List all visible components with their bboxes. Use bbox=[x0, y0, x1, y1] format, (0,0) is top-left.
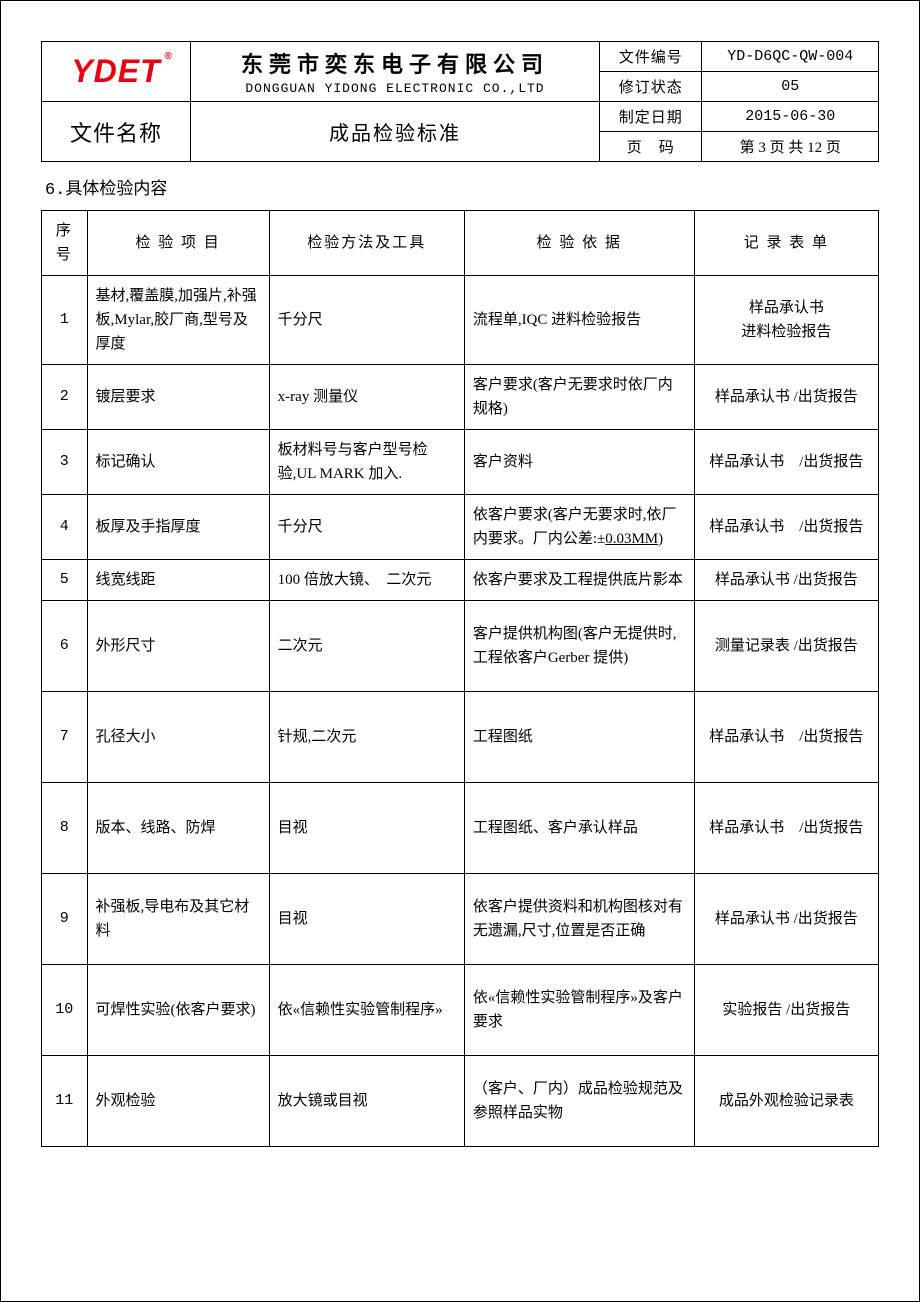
table-row: 1基材,覆盖膜,加强片,补强板,Mylar,胶厂商,型号及厚度千分尺流程单,IQ… bbox=[42, 276, 879, 365]
date-label: 制定日期 bbox=[599, 102, 702, 132]
tolerance-value: 0.03MM bbox=[605, 531, 658, 547]
cell-record: 样品承认书 /出货报告 bbox=[694, 874, 878, 965]
cell-basis: 流程单,IQC 进料检验报告 bbox=[464, 276, 694, 365]
cell-no: 7 bbox=[42, 692, 88, 783]
header-method: 检验方法及工具 bbox=[269, 211, 464, 276]
rev-value: 05 bbox=[702, 72, 879, 102]
table-row: 9补强板,导电布及其它材料目视依客户提供资料和机构图核对有无遗漏,尺寸,位置是否… bbox=[42, 874, 879, 965]
cell-basis: 工程图纸 bbox=[464, 692, 694, 783]
cell-record: 成品外观检验记录表 bbox=[694, 1056, 878, 1147]
cell-basis: （客户、厂内）成品检验规范及参照样品实物 bbox=[464, 1056, 694, 1147]
table-row: 3标记确认板材料号与客户型号检验,UL MARK 加入.客户资料样品承认书 /出… bbox=[42, 430, 879, 495]
table-row: 7孔径大小针规,二次元工程图纸样品承认书 /出货报告 bbox=[42, 692, 879, 783]
cell-record: 样品承认书 /出货报告 bbox=[694, 692, 878, 783]
cell-basis: 客户提供机构图(客户无提供时,工程依客户Gerber 提供) bbox=[464, 601, 694, 692]
cell-record: 样品承认书 /出货报告 bbox=[694, 560, 878, 601]
cell-item: 版本、线路、防焊 bbox=[87, 783, 269, 874]
registered-icon: ® bbox=[164, 51, 172, 62]
cell-method: 目视 bbox=[269, 874, 464, 965]
cell-method: 100 倍放大镜、 二次元 bbox=[269, 560, 464, 601]
cell-item: 基材,覆盖膜,加强片,补强板,Mylar,胶厂商,型号及厚度 bbox=[87, 276, 269, 365]
table-row: 8版本、线路、防焊目视工程图纸、客户承认样品样品承认书 /出货报告 bbox=[42, 783, 879, 874]
table-row: 10可焊性实验(依客户要求)依«信赖性实验管制程序»依«信赖性实验管制程序»及客… bbox=[42, 965, 879, 1056]
doc-name-label: 文件名称 bbox=[42, 102, 191, 162]
inspection-table: 序号 检 验 项 目 检验方法及工具 检 验 依 据 记 录 表 单 1基材,覆… bbox=[41, 210, 879, 1147]
cell-record: 样品承认书 /出货报告 bbox=[694, 495, 878, 560]
date-value: 2015-06-30 bbox=[702, 102, 879, 132]
doc-no-value: YD-D6QC-QW-004 bbox=[702, 42, 879, 72]
cell-item: 可焊性实验(依客户要求) bbox=[87, 965, 269, 1056]
cell-method: 针规,二次元 bbox=[269, 692, 464, 783]
cell-method: 板材料号与客户型号检验,UL MARK 加入. bbox=[269, 430, 464, 495]
cell-item: 标记确认 bbox=[87, 430, 269, 495]
cell-method: x-ray 测量仪 bbox=[269, 365, 464, 430]
cell-no: 2 bbox=[42, 365, 88, 430]
cell-item: 线宽线距 bbox=[87, 560, 269, 601]
company-name-en: DONGGUAN YIDONG ELECTRONIC CO.,LTD bbox=[199, 81, 591, 96]
section-title: 6.具体检验内容 bbox=[45, 174, 879, 200]
cell-method: 放大镜或目视 bbox=[269, 1056, 464, 1147]
cell-method: 依«信赖性实验管制程序» bbox=[269, 965, 464, 1056]
cell-no: 8 bbox=[42, 783, 88, 874]
cell-basis: 依客户要求(客户无要求时,依厂内要求。厂内公差:±0.03MM) bbox=[464, 495, 694, 560]
doc-no-label: 文件编号 bbox=[599, 42, 702, 72]
header-table: YDET ® 东莞市奕东电子有限公司 DONGGUAN YIDONG ELECT… bbox=[41, 41, 879, 162]
cell-record: 实验报告 /出货报告 bbox=[694, 965, 878, 1056]
cell-item: 外观检验 bbox=[87, 1056, 269, 1147]
cell-basis: 客户要求(客户无要求时依厂内规格) bbox=[464, 365, 694, 430]
cell-record: 样品承认书 /出货报告 bbox=[694, 783, 878, 874]
page-value: 第 3 页 共 12 页 bbox=[702, 132, 879, 162]
cell-basis: 工程图纸、客户承认样品 bbox=[464, 783, 694, 874]
rev-label: 修订状态 bbox=[599, 72, 702, 102]
company-name-cn: 东莞市奕东电子有限公司 bbox=[199, 47, 591, 79]
cell-no: 4 bbox=[42, 495, 88, 560]
cell-record: 样品承认书 /出货报告 bbox=[694, 430, 878, 495]
cell-item: 镀层要求 bbox=[87, 365, 269, 430]
table-header-row: 序号 检 验 项 目 检验方法及工具 检 验 依 据 记 录 表 单 bbox=[42, 211, 879, 276]
cell-no: 1 bbox=[42, 276, 88, 365]
cell-method: 千分尺 bbox=[269, 495, 464, 560]
cell-no: 3 bbox=[42, 430, 88, 495]
cell-record: 样品承认书 /出货报告 bbox=[694, 365, 878, 430]
cell-no: 6 bbox=[42, 601, 88, 692]
cell-no: 10 bbox=[42, 965, 88, 1056]
table-row: 2镀层要求x-ray 测量仪客户要求(客户无要求时依厂内规格)样品承认书 /出货… bbox=[42, 365, 879, 430]
header-basis: 检 验 依 据 bbox=[464, 211, 694, 276]
cell-record: 样品承认书 进料检验报告 bbox=[694, 276, 878, 365]
cell-item: 孔径大小 bbox=[87, 692, 269, 783]
cell-basis: 依客户要求及工程提供底片影本 bbox=[464, 560, 694, 601]
cell-method: 目视 bbox=[269, 783, 464, 874]
cell-no: 5 bbox=[42, 560, 88, 601]
doc-title: 成品检验标准 bbox=[191, 102, 600, 162]
table-row: 6外形尺寸二次元客户提供机构图(客户无提供时,工程依客户Gerber 提供)测量… bbox=[42, 601, 879, 692]
table-row: 4板厚及手指厚度千分尺依客户要求(客户无要求时,依厂内要求。厂内公差:±0.03… bbox=[42, 495, 879, 560]
cell-method: 千分尺 bbox=[269, 276, 464, 365]
cell-item: 补强板,导电布及其它材料 bbox=[87, 874, 269, 965]
cell-basis: 客户资料 bbox=[464, 430, 694, 495]
cell-item: 外形尺寸 bbox=[87, 601, 269, 692]
header-record: 记 录 表 单 bbox=[694, 211, 878, 276]
document-page: YDET ® 东莞市奕东电子有限公司 DONGGUAN YIDONG ELECT… bbox=[0, 0, 920, 1302]
table-row: 11外观检验放大镜或目视（客户、厂内）成品检验规范及参照样品实物成品外观检验记录… bbox=[42, 1056, 879, 1147]
cell-basis: 依«信赖性实验管制程序»及客户要求 bbox=[464, 965, 694, 1056]
logo-main: YDET bbox=[71, 53, 160, 89]
cell-no: 9 bbox=[42, 874, 88, 965]
page-label: 页 码 bbox=[599, 132, 702, 162]
header-no: 序号 bbox=[42, 211, 88, 276]
logo-cell: YDET ® bbox=[42, 42, 191, 102]
cell-method: 二次元 bbox=[269, 601, 464, 692]
company-cell: 东莞市奕东电子有限公司 DONGGUAN YIDONG ELECTRONIC C… bbox=[191, 42, 600, 102]
cell-item: 板厚及手指厚度 bbox=[87, 495, 269, 560]
table-row: 5线宽线距100 倍放大镜、 二次元依客户要求及工程提供底片影本样品承认书 /出… bbox=[42, 560, 879, 601]
logo-text: YDET ® bbox=[71, 53, 160, 90]
cell-basis: 依客户提供资料和机构图核对有无遗漏,尺寸,位置是否正确 bbox=[464, 874, 694, 965]
cell-no: 11 bbox=[42, 1056, 88, 1147]
header-item: 检 验 项 目 bbox=[87, 211, 269, 276]
cell-record: 测量记录表 /出货报告 bbox=[694, 601, 878, 692]
